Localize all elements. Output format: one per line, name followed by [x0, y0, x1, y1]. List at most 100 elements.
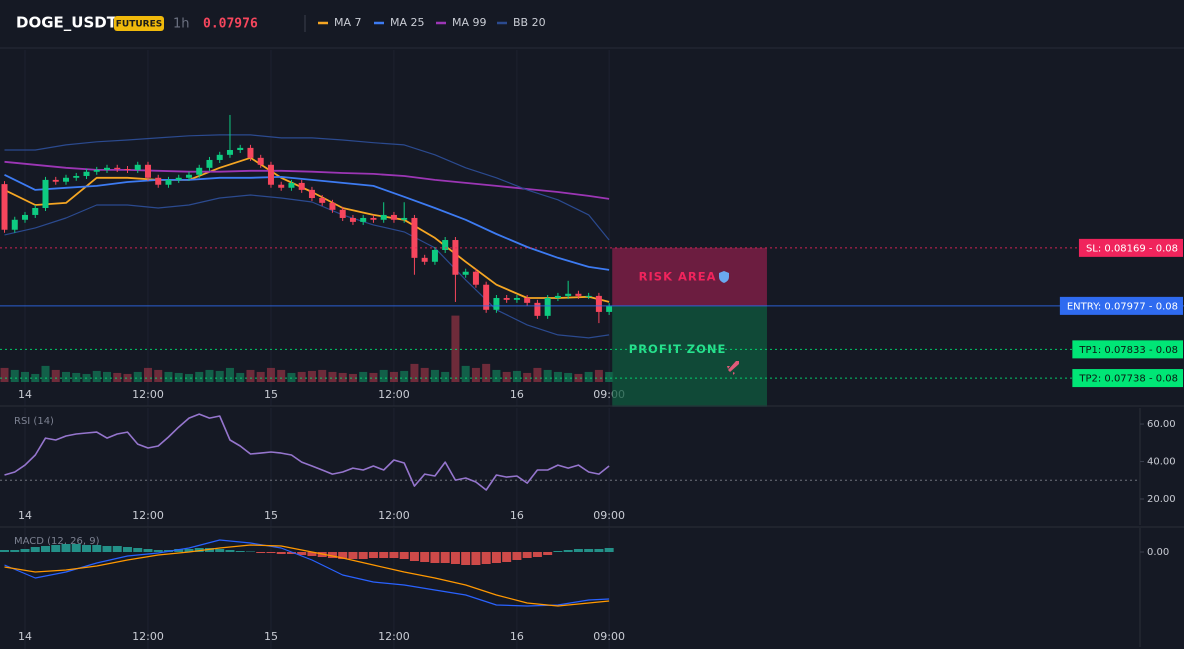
volume-bar [523, 372, 532, 382]
histogram-bar [204, 548, 214, 552]
histogram-bar [481, 552, 491, 564]
histogram-bar [379, 552, 389, 558]
histogram-bar [61, 544, 71, 552]
candle-body [483, 284, 490, 310]
histogram-bar [338, 552, 348, 559]
volume-bar [297, 371, 306, 382]
ma-line [4, 173, 610, 271]
zone-label: PROFIT ZONE [629, 342, 727, 356]
candle-body [83, 171, 90, 176]
candle-body [554, 295, 561, 299]
level-label-bg [1072, 369, 1183, 388]
candle-body [329, 202, 336, 210]
candle-body [267, 164, 274, 185]
histogram-bar [112, 546, 122, 552]
histogram-bar [194, 548, 204, 552]
candle-body [421, 257, 428, 262]
volume-bar [277, 369, 286, 382]
histogram-bar [215, 549, 225, 552]
volume-bar [482, 363, 491, 382]
candle-body [237, 147, 244, 150]
volume-bar [102, 371, 111, 382]
volume-bar [266, 367, 275, 382]
volume-bar [164, 371, 173, 382]
volume-bar [225, 367, 234, 382]
volume-bar [471, 367, 480, 382]
candle-body [73, 175, 80, 178]
candle-body [442, 240, 449, 250]
candle-body [606, 306, 613, 312]
volume-bar [564, 372, 573, 382]
candle-body [534, 302, 541, 316]
candle-body [349, 217, 356, 222]
volume-bar [184, 373, 193, 382]
candle-body [503, 298, 510, 300]
x-tick-label: 15 [264, 509, 278, 522]
histogram-bar [0, 550, 10, 552]
volume-bar [154, 369, 163, 382]
x-tick-label: 12:00 [378, 509, 410, 522]
histogram-bar [327, 552, 337, 558]
candle-body [452, 240, 459, 275]
candle-body [278, 184, 285, 188]
volume-bar [441, 371, 450, 382]
x-tick-label: 16 [510, 388, 524, 401]
rsi-line [4, 413, 610, 491]
histogram-bar [543, 552, 553, 555]
candle-body [185, 174, 192, 178]
histogram-bar [297, 552, 307, 555]
volume-bar [533, 367, 542, 382]
candle-body [524, 298, 531, 303]
volume-bar [605, 371, 614, 382]
candle-body [42, 179, 49, 208]
volume-bar [512, 370, 521, 382]
histogram-bar [71, 544, 81, 552]
histogram-bar [245, 551, 255, 552]
last-price: 0.07976 [203, 17, 258, 32]
histogram-bar [286, 552, 296, 554]
candle-body [62, 177, 69, 182]
candle-body [114, 167, 121, 170]
histogram-bar [266, 552, 276, 553]
x-tick-label: 14 [18, 630, 32, 643]
volume-bar [553, 371, 562, 382]
volume-bar [400, 370, 409, 382]
candle-body [175, 177, 182, 180]
x-tick-label: 14 [18, 388, 32, 401]
level-label: TP1: 0.07833 - 0.08 [1078, 345, 1178, 356]
x-tick-label: 09:00 [593, 630, 625, 643]
candle-body [565, 293, 572, 296]
volume-bar [574, 373, 583, 382]
volume-bar [348, 373, 357, 382]
volume-bar [10, 369, 19, 382]
candle-body [144, 164, 151, 178]
candle-body [134, 164, 141, 170]
histogram-bar [225, 550, 235, 552]
volume-bar [0, 367, 9, 382]
volume-bar [461, 365, 470, 382]
candle-body [1, 184, 8, 230]
histogram-bar [276, 552, 286, 554]
zone-label: RISK AREA [639, 269, 717, 283]
histogram-bar [143, 549, 153, 552]
candle-body [380, 214, 387, 220]
volume-bar [236, 372, 245, 382]
histogram-bar [512, 552, 522, 560]
candle-body [288, 182, 295, 188]
candle-body [165, 179, 172, 185]
histogram-bar [153, 550, 163, 552]
histogram-bar [399, 552, 409, 559]
candle-body [339, 209, 346, 218]
bb-upper [4, 134, 610, 241]
histogram-bar [92, 545, 102, 552]
volume-bar [51, 369, 60, 382]
level-label: SL: 0.08169 - 0.08 [1086, 243, 1178, 254]
volume-bar [215, 370, 224, 382]
histogram-bar [81, 545, 91, 552]
macd-line [4, 544, 610, 607]
y-tick-label: 40.00 [1147, 457, 1176, 468]
volume-bar [61, 371, 70, 382]
histogram-bar [409, 552, 419, 561]
candle-body [257, 157, 264, 165]
